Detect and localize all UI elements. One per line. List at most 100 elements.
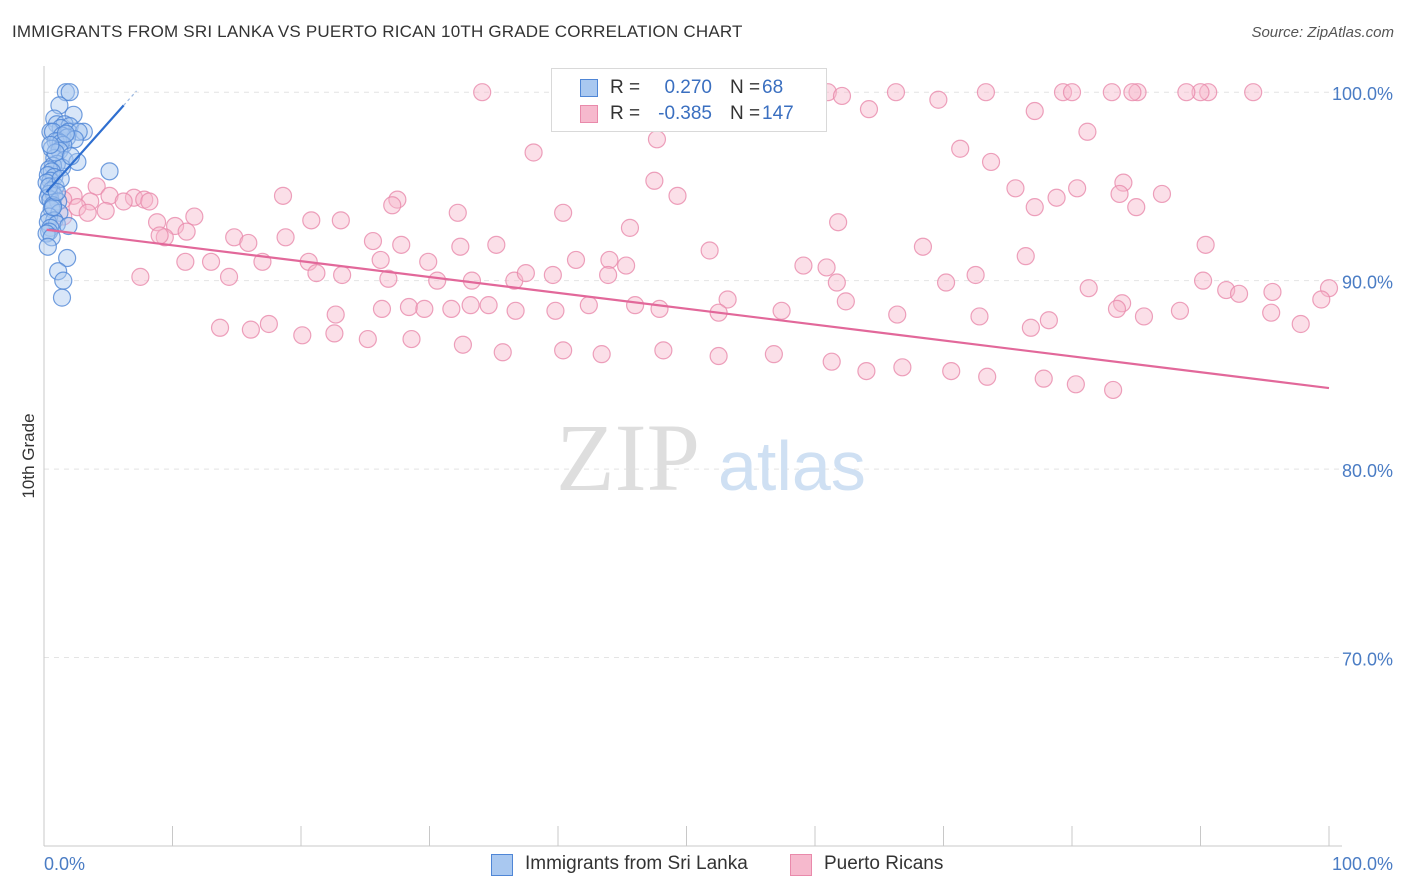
sri-lanka-points xyxy=(37,83,119,307)
legend-row-sri-lanka: R = 0.270 N = 68 xyxy=(552,75,826,101)
data-point xyxy=(78,203,97,222)
watermark-atlas: atlas xyxy=(718,427,866,505)
correlation-legend: R = 0.270 N = 68 R = -0.385 N = 147 xyxy=(551,68,827,132)
data-point xyxy=(419,252,438,271)
data-point xyxy=(554,341,573,360)
data-point xyxy=(325,324,344,343)
data-point xyxy=(794,256,813,275)
legend-swatch-pink xyxy=(580,105,598,123)
data-point xyxy=(176,252,195,271)
data-point xyxy=(827,273,846,292)
data-point xyxy=(453,335,473,354)
data-point xyxy=(487,235,506,254)
data-point xyxy=(273,186,293,205)
data-point xyxy=(978,367,997,386)
data-point xyxy=(700,241,719,260)
trend-line-extension xyxy=(123,90,137,106)
data-point xyxy=(54,271,73,290)
data-point xyxy=(620,218,640,237)
legend-r-value: 0.270 xyxy=(664,77,712,98)
data-point xyxy=(49,262,68,281)
data-point xyxy=(461,296,480,315)
legend-row-puerto-ricans: R = -0.385 N = 147 xyxy=(552,101,826,127)
data-point xyxy=(1263,282,1282,302)
data-point xyxy=(859,100,879,119)
y-axis-label: 10th Grade xyxy=(19,413,38,498)
data-point xyxy=(1128,83,1147,102)
legend-r-label: R = xyxy=(610,77,641,98)
data-point xyxy=(140,192,159,211)
data-point xyxy=(1199,83,1218,102)
data-point xyxy=(857,362,876,381)
data-point xyxy=(177,222,196,241)
data-point xyxy=(442,299,461,319)
legend-swatch-pink xyxy=(790,854,812,876)
data-point xyxy=(68,198,87,217)
data-point xyxy=(201,252,221,271)
axes xyxy=(43,66,1342,847)
data-point xyxy=(645,171,664,190)
data-point xyxy=(836,292,855,311)
data-point xyxy=(276,228,295,247)
data-point xyxy=(625,296,645,315)
data-point xyxy=(506,301,525,320)
series-legend: Immigrants from Sri Lanka Puerto Ricans xyxy=(0,852,1406,878)
watermark-zip: ZIP xyxy=(556,404,700,511)
data-point xyxy=(185,207,204,226)
chart-title: IMMIGRANTS FROM SRI LANKA VS PUERTO RICA… xyxy=(12,22,743,41)
data-point xyxy=(100,162,119,181)
legend-r-label: R = xyxy=(610,103,641,124)
data-point xyxy=(893,358,912,377)
data-point xyxy=(709,346,728,366)
data-point xyxy=(392,235,411,254)
data-point xyxy=(358,329,377,349)
y-tick-label: 90.0% xyxy=(1342,273,1393,293)
legend-n-value: 68 xyxy=(762,77,784,98)
x-tick-label-min: 0.0% xyxy=(44,854,85,874)
data-point xyxy=(1034,369,1053,388)
data-point xyxy=(59,216,78,236)
data-point xyxy=(817,258,836,277)
data-point xyxy=(114,192,133,211)
data-point xyxy=(326,305,345,324)
legend-swatch-blue xyxy=(491,854,513,876)
data-point xyxy=(1170,301,1190,320)
data-point xyxy=(331,211,350,230)
data-point xyxy=(372,299,392,319)
data-point xyxy=(60,83,79,102)
y-tick-label: 100.0% xyxy=(1332,84,1393,104)
data-point xyxy=(307,264,326,283)
data-point xyxy=(600,250,619,270)
data-point xyxy=(415,299,434,319)
data-point xyxy=(302,211,321,230)
legend-item-label: Immigrants from Sri Lanka xyxy=(525,853,748,874)
data-point xyxy=(43,198,63,217)
trend-line-puerto-ricans xyxy=(46,228,1330,390)
data-point xyxy=(210,318,230,337)
data-point xyxy=(1196,235,1215,254)
data-point xyxy=(829,213,848,232)
data-point xyxy=(970,307,989,326)
data-point xyxy=(936,273,956,292)
data-point xyxy=(333,265,352,285)
legend-n-label: N = xyxy=(730,103,761,124)
data-point xyxy=(473,83,492,102)
data-point xyxy=(371,250,390,270)
x-tick-label-max: 100.0% xyxy=(1332,854,1393,874)
data-point xyxy=(1039,311,1058,330)
data-point xyxy=(96,201,115,221)
data-point xyxy=(976,83,996,102)
y-tick-label: 70.0% xyxy=(1342,650,1393,670)
data-point xyxy=(52,288,72,307)
data-point xyxy=(428,271,447,290)
data-point xyxy=(1025,198,1044,217)
legend-n-value: 147 xyxy=(762,103,794,124)
data-point xyxy=(554,203,573,222)
data-point xyxy=(1312,290,1331,309)
y-tick-labels: 100.0% 90.0% 80.0% 70.0% xyxy=(1332,84,1393,669)
data-point xyxy=(617,256,636,275)
legend-swatch-blue xyxy=(580,79,598,97)
data-point xyxy=(388,190,407,209)
data-point xyxy=(1262,303,1281,322)
data-point xyxy=(942,362,961,381)
